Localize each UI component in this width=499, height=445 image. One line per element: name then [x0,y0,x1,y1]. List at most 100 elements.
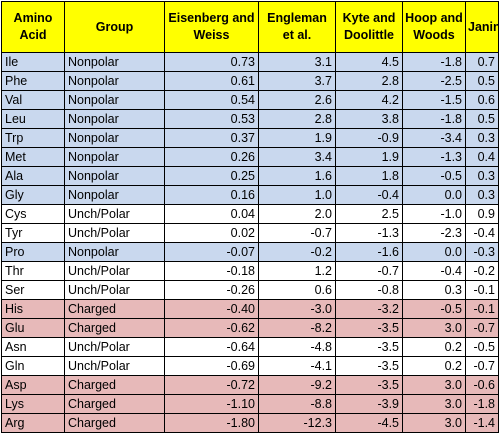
group-cell: Nonpolar [64,109,165,129]
group-cell: Charged [64,394,165,414]
table-row: Ser Unch/Polar -0.26 0.6 -0.8 0.3 -0.1 [1,280,499,300]
engleman-cell: 1.0 [258,185,336,205]
table-row: Arg Charged -1.80 -12.3 -4.5 3.0 -1.4 [1,413,499,433]
group-cell: Nonpolar [64,52,165,72]
janin-cell: 0.7 [465,52,499,72]
hoop-woods-cell: 0.3 [402,280,466,300]
amino-acid-cell: Met [1,147,65,167]
table-row: Cys Unch/Polar 0.04 2.0 2.5 -1.0 0.9 [1,204,499,224]
hoop-woods-cell: 0.2 [402,337,466,357]
janin-cell: 0.5 [465,71,499,91]
table-row: His Charged -0.40 -3.0 -3.2 -0.5 -0.1 [1,299,499,319]
kyte-doolittle-cell: 4.5 [335,52,403,72]
engleman-cell: -3.0 [258,299,336,319]
hoop-woods-cell: -1.8 [402,52,466,72]
engleman-cell: -0.7 [258,223,336,243]
header-engleman: Engleman et al. [258,1,336,53]
hoop-woods-cell: -2.5 [402,71,466,91]
kyte-doolittle-cell: -1.6 [335,242,403,262]
eisenberg-weiss-cell: -0.62 [164,318,259,338]
eisenberg-weiss-cell: -0.18 [164,261,259,281]
kyte-doolittle-cell: 1.8 [335,166,403,186]
amino-acid-cell: Ile [1,52,65,72]
table-row: Ala Nonpolar 0.25 1.6 1.8 -0.5 0.3 [1,166,499,186]
engleman-cell: 3.7 [258,71,336,91]
hoop-woods-cell: -0.4 [402,261,466,281]
hoop-woods-cell: -1.3 [402,147,466,167]
amino-acid-cell: Ser [1,280,65,300]
table-row: Phe Nonpolar 0.61 3.7 2.8 -2.5 0.5 [1,71,499,91]
eisenberg-weiss-cell: 0.26 [164,147,259,167]
kyte-doolittle-cell: 3.8 [335,109,403,129]
amino-acid-cell: Cys [1,204,65,224]
amino-acid-cell: Phe [1,71,65,91]
janin-cell: -0.5 [465,337,499,357]
kyte-doolittle-cell: -3.2 [335,299,403,319]
engleman-cell: 0.6 [258,280,336,300]
table-body: Ile Nonpolar 0.73 3.1 4.5 -1.8 0.7 Phe Nonpolar 0… [1,52,499,433]
janin-cell: -0.7 [465,318,499,338]
engleman-cell: 1.2 [258,261,336,281]
kyte-doolittle-cell: -0.9 [335,128,403,148]
table-row: Gly Nonpolar 0.16 1.0 -0.4 0.0 0.3 [1,185,499,205]
group-cell: Charged [64,413,165,433]
kyte-doolittle-cell: -3.5 [335,318,403,338]
kyte-doolittle-cell: 1.9 [335,147,403,167]
group-cell: Nonpolar [64,185,165,205]
kyte-doolittle-cell: 4.2 [335,90,403,110]
engleman-cell: -8.8 [258,394,336,414]
kyte-doolittle-cell: -4.5 [335,413,403,433]
janin-cell: 0.6 [465,90,499,110]
hoop-woods-cell: -1.0 [402,204,466,224]
hoop-woods-cell: 0.0 [402,242,466,262]
janin-cell: -0.1 [465,280,499,300]
eisenberg-weiss-cell: 0.04 [164,204,259,224]
hoop-woods-cell: 3.0 [402,375,466,395]
engleman-cell: 1.9 [258,128,336,148]
group-cell: Nonpolar [64,128,165,148]
eisenberg-weiss-cell: -1.10 [164,394,259,414]
amino-acid-cell: Ala [1,166,65,186]
eisenberg-weiss-cell: -0.69 [164,356,259,376]
amino-acid-cell: Gly [1,185,65,205]
table-row: Val Nonpolar 0.54 2.6 4.2 -1.5 0.6 [1,90,499,110]
hydrophobicity-table: Amino Acid Group Eisenberg and Weiss Eng… [1,1,499,433]
eisenberg-weiss-cell: 0.53 [164,109,259,129]
janin-cell: -0.1 [465,299,499,319]
table-row: Trp Nonpolar 0.37 1.9 -0.9 -3.4 0.3 [1,128,499,148]
kyte-doolittle-cell: -3.5 [335,375,403,395]
table-row: Lys Charged -1.10 -8.8 -3.9 3.0 -1.8 [1,394,499,414]
header-eisenberg-weiss: Eisenberg and Weiss [164,1,259,53]
table-row: Ile Nonpolar 0.73 3.1 4.5 -1.8 0.7 [1,52,499,72]
janin-cell: -1.4 [465,413,499,433]
janin-cell: 0.9 [465,204,499,224]
group-cell: Unch/Polar [64,204,165,224]
hoop-woods-cell: 0.2 [402,356,466,376]
table-row: Tyr Unch/Polar 0.02 -0.7 -1.3 -2.3 -0.4 [1,223,499,243]
eisenberg-weiss-cell: -0.26 [164,280,259,300]
engleman-cell: 1.6 [258,166,336,186]
hoop-woods-cell: -1.5 [402,90,466,110]
kyte-doolittle-cell: -3.9 [335,394,403,414]
janin-cell: 0.3 [465,185,499,205]
amino-acid-cell: Arg [1,413,65,433]
header-row: Amino Acid Group Eisenberg and Weiss Eng… [1,1,499,53]
engleman-cell: 2.0 [258,204,336,224]
group-cell: Charged [64,299,165,319]
group-cell: Charged [64,318,165,338]
hoop-woods-cell: -3.4 [402,128,466,148]
engleman-cell: 3.4 [258,147,336,167]
hoop-woods-cell: -1.8 [402,109,466,129]
group-cell: Nonpolar [64,71,165,91]
amino-acid-cell: Trp [1,128,65,148]
amino-acid-cell: Glu [1,318,65,338]
amino-acid-cell: His [1,299,65,319]
engleman-cell: -0.2 [258,242,336,262]
janin-cell: -0.4 [465,223,499,243]
eisenberg-weiss-cell: 0.25 [164,166,259,186]
kyte-doolittle-cell: -3.5 [335,356,403,376]
hoop-woods-cell: -0.5 [402,166,466,186]
engleman-cell: 2.6 [258,90,336,110]
amino-acid-cell: Val [1,90,65,110]
eisenberg-weiss-cell: -1.80 [164,413,259,433]
